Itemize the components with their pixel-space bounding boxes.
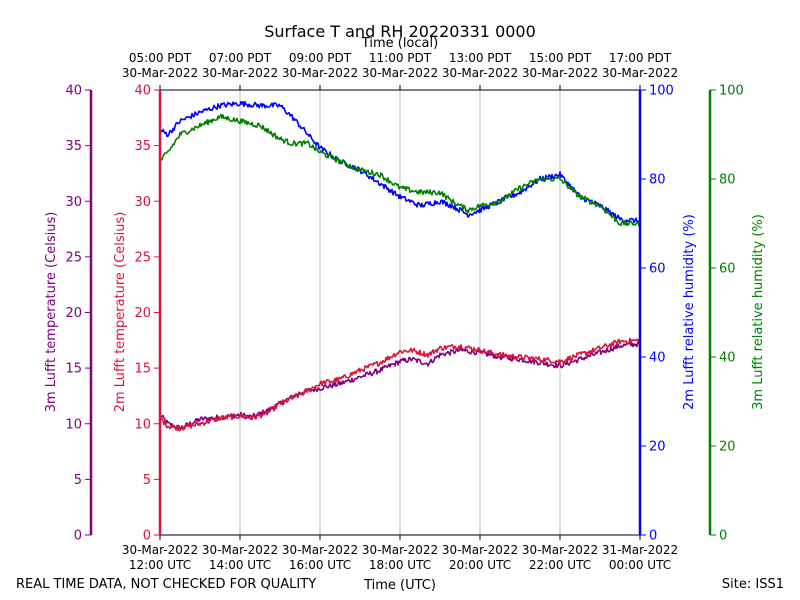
x-tick-utc-time: 22:00 UTC xyxy=(529,558,591,572)
series-line-rh3m xyxy=(159,113,641,227)
top-tick-local-time: 07:00 PDT xyxy=(209,51,272,65)
vertical-grid xyxy=(239,90,561,535)
y-tick-label: 25 xyxy=(134,250,151,265)
top-axis-title: Time (local) xyxy=(361,36,438,51)
top-tick-local-time: 13:00 PDT xyxy=(449,51,512,65)
x-tick-utc-date: 30-Mar-2022 xyxy=(202,543,278,557)
axis-2m-humidity-label: 2m Lufft relative humidity (%) xyxy=(682,214,697,410)
axis-2m-humidity: 0 20 40 60 80 100 xyxy=(638,84,674,544)
axis-3m-humidity-label: 3m Lufft relative humidity (%) xyxy=(751,214,766,410)
top-tick-local-time: 15:00 PDT xyxy=(529,51,592,65)
series-line-rh2m xyxy=(159,100,641,225)
y-tick-label: 35 xyxy=(65,139,82,154)
x-tick-utc-date: 31-Mar-2022 xyxy=(602,543,678,557)
y-tick-label: 80 xyxy=(719,173,736,188)
top-tick-local-time: 11:00 PDT xyxy=(369,51,432,65)
x-tick-utc-date: 30-Mar-2022 xyxy=(362,543,438,557)
quality-disclaimer: REAL TIME DATA, NOT CHECKED FOR QUALITY xyxy=(16,577,316,592)
top-tick-local-date: 30-Mar-2022 xyxy=(202,66,278,80)
axis-2m-temperature-label: 2m Lufft temperature (Celsius) xyxy=(113,212,128,413)
top-tick-local-date: 30-Mar-2022 xyxy=(362,66,438,80)
y-tick-label: 60 xyxy=(649,262,666,277)
y-tick-label: 20 xyxy=(65,306,82,321)
top-tick-local-date: 30-Mar-2022 xyxy=(122,66,198,80)
top-tick-local-time: 09:00 PDT xyxy=(289,51,352,65)
top-tick-local-date: 30-Mar-2022 xyxy=(602,66,678,80)
y-tick-label: 60 xyxy=(719,262,736,277)
top-tick-local-time: 05:00 PDT xyxy=(129,51,192,65)
y-tick-label: 35 xyxy=(134,139,151,154)
axis-3m-humidity: 0 20 40 60 80 100 xyxy=(708,84,744,544)
y-tick-label: 30 xyxy=(134,195,151,210)
y-tick-label: 15 xyxy=(134,362,151,377)
axis-3m-temperature: 0 5 10 15 20 25 30 35 40 xyxy=(65,84,93,544)
y-tick-label: 25 xyxy=(65,250,82,265)
x-tick-utc-time: 12:00 UTC xyxy=(129,558,191,572)
x-tick-utc-time: 20:00 UTC xyxy=(449,558,511,572)
top-tick-local-date: 30-Mar-2022 xyxy=(522,66,598,80)
y-tick-label: 0 xyxy=(719,529,727,544)
series-line-t2m xyxy=(159,337,641,432)
x-tick-utc-date: 30-Mar-2022 xyxy=(442,543,518,557)
y-tick-label: 100 xyxy=(719,84,744,99)
x-tick-utc-time: 18:00 UTC xyxy=(369,558,431,572)
y-tick-label: 0 xyxy=(143,529,151,544)
y-tick-label: 30 xyxy=(65,195,82,210)
x-tick-utc-time: 00:00 UTC xyxy=(609,558,671,572)
top-tick-local-date: 30-Mar-2022 xyxy=(282,66,358,80)
y-tick-label: 10 xyxy=(65,417,82,432)
x-tick-utc-time: 16:00 UTC xyxy=(289,558,351,572)
site-label: Site: ISS1 xyxy=(722,577,784,592)
y-tick-label: 40 xyxy=(649,351,666,366)
y-tick-label: 0 xyxy=(74,529,82,544)
y-tick-label: 0 xyxy=(649,529,657,544)
top-tick-local-date: 30-Mar-2022 xyxy=(442,66,518,80)
axis-2m-temperature: 0 5 10 15 20 25 30 35 40 xyxy=(134,84,162,544)
y-tick-label: 10 xyxy=(134,417,151,432)
x-tick-utc-date: 30-Mar-2022 xyxy=(282,543,358,557)
y-tick-label: 80 xyxy=(649,173,666,188)
y-tick-label: 5 xyxy=(74,473,82,488)
x-tick-utc-time: 14:00 UTC xyxy=(209,558,271,572)
y-tick-label: 20 xyxy=(649,440,666,455)
y-tick-label: 20 xyxy=(719,440,736,455)
x-tick-utc-date: 30-Mar-2022 xyxy=(522,543,598,557)
y-tick-label: 40 xyxy=(65,84,82,99)
y-tick-label: 100 xyxy=(649,84,674,99)
x-axis-label: Time (UTC) xyxy=(363,578,436,593)
chart-title: Surface T and RH 20220331 0000 xyxy=(264,22,536,41)
series-layer xyxy=(159,100,641,432)
y-tick-label: 40 xyxy=(134,84,151,99)
top-tick-local-time: 17:00 PDT xyxy=(609,51,672,65)
axis-3m-temperature-label: 3m Lufft temperature (Celsius) xyxy=(44,212,59,413)
x-tick-utc-date: 30-Mar-2022 xyxy=(122,543,198,557)
y-tick-label: 5 xyxy=(143,473,151,488)
y-tick-label: 40 xyxy=(719,351,736,366)
y-tick-label: 20 xyxy=(134,306,151,321)
y-tick-label: 15 xyxy=(65,362,82,377)
